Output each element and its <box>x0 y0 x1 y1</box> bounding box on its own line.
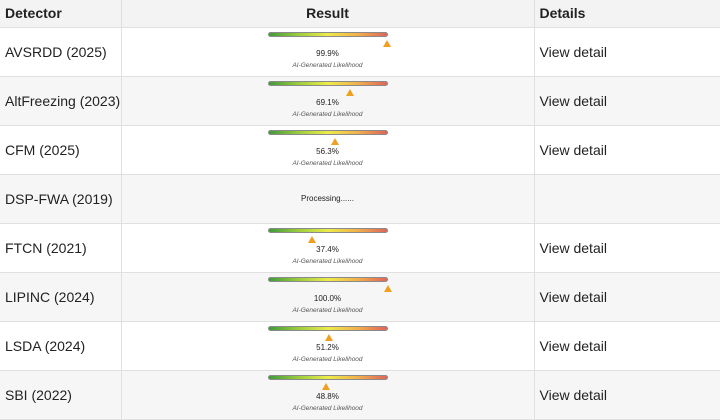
likelihood-percent: 99.9% <box>316 48 339 58</box>
table-row: LIPINC (2024) 100.0% AI-Generated Likeliho… <box>0 272 720 322</box>
view-detail-link[interactable]: View detail <box>539 92 607 109</box>
likelihood-caption: AI-Generated Likelihood <box>292 159 363 167</box>
likelihood-gradient-bar <box>267 374 388 380</box>
details-cell: View detail <box>534 76 720 126</box>
table-row: SBI (2022) 48.8% AI-Generated Likelihood Vi… <box>0 370 720 420</box>
view-detail-link[interactable]: View detail <box>539 239 607 256</box>
likelihood-caption: AI-Generated Likelihood <box>292 110 363 118</box>
likelihood-gradient-bar <box>267 227 388 233</box>
details-cell: View detail <box>534 370 720 420</box>
result-cell: 37.4% AI-Generated Likelihood <box>121 223 535 273</box>
triangle-marker-icon <box>308 235 317 243</box>
details-cell: View detail <box>534 27 720 77</box>
triangle-marker-icon <box>383 39 392 47</box>
result-cell: 51.2% AI-Generated Likelihood <box>121 321 535 371</box>
details-cell: View detail <box>534 321 720 371</box>
details-cell <box>534 174 720 224</box>
view-detail-link[interactable]: View detail <box>539 288 607 305</box>
likelihood-meter: 56.3% AI-Generated Likelihood <box>267 129 388 170</box>
view-detail-link[interactable]: View detail <box>539 337 607 354</box>
column-header-result: Result <box>121 0 535 28</box>
likelihood-meter: 48.8% AI-Generated Likelihood <box>267 374 388 415</box>
details-cell: View detail <box>534 125 720 175</box>
triangle-marker-icon <box>322 382 331 390</box>
table-row: CFM (2025) 56.3% AI-Generated Likelihood Vi… <box>0 125 720 175</box>
details-cell: View detail <box>534 223 720 273</box>
likelihood-caption: AI-Generated Likelihood <box>292 306 363 314</box>
column-header-details: Details <box>534 0 720 28</box>
likelihood-meter: 99.9% AI-Generated Likelihood <box>267 31 392 72</box>
result-cell: 69.1% AI-Generated Likelihood <box>121 76 535 126</box>
detector-name: AVSRDD (2025) <box>0 27 122 77</box>
view-detail-link[interactable]: View detail <box>539 141 607 158</box>
view-detail-link[interactable]: View detail <box>539 386 607 403</box>
processing-status: Processing...... <box>301 194 354 203</box>
triangle-marker-icon <box>383 284 392 292</box>
likelihood-percent: 48.8% <box>316 391 339 401</box>
table-row: LSDA (2024) 51.2% AI-Generated Likelihood V… <box>0 321 720 371</box>
detector-name: LIPINC (2024) <box>0 272 122 322</box>
likelihood-percent: 100.0% <box>313 293 342 303</box>
likelihood-caption: AI-Generated Likelihood <box>292 61 363 69</box>
table-row: FTCN (2021) 37.4% AI-Generated Likelihood V… <box>0 223 720 273</box>
column-header-detector: Detector <box>0 0 122 28</box>
likelihood-meter: 37.4% AI-Generated Likelihood <box>267 227 388 268</box>
likelihood-gradient-bar <box>267 325 388 331</box>
table-header-row: Detector Result Details <box>0 0 720 28</box>
likelihood-gradient-bar <box>267 129 388 135</box>
result-cell: Processing...... <box>121 174 535 224</box>
triangle-marker-icon <box>331 137 340 145</box>
likelihood-percent: 51.2% <box>316 342 339 352</box>
likelihood-gradient-bar <box>267 31 388 37</box>
detector-name: DSP-FWA (2019) <box>0 174 122 224</box>
likelihood-gradient-bar <box>267 276 388 282</box>
result-cell: 99.9% AI-Generated Likelihood <box>121 27 535 77</box>
likelihood-percent: 56.3% <box>316 146 339 156</box>
likelihood-meter: 100.0% AI-Generated Likelihood <box>267 276 392 317</box>
view-detail-link[interactable]: View detail <box>539 43 607 60</box>
table-row: AltFreezing (2023) 69.1% AI-Generated Like… <box>0 76 720 126</box>
triangle-marker-icon <box>346 88 355 96</box>
likelihood-caption: AI-Generated Likelihood <box>292 257 363 265</box>
likelihood-percent: 37.4% <box>316 244 339 254</box>
table-row: DSP-FWA (2019) Processing...... <box>0 174 720 224</box>
result-cell: 56.3% AI-Generated Likelihood <box>121 125 535 175</box>
detector-name: FTCN (2021) <box>0 223 122 273</box>
result-cell: 48.8% AI-Generated Likelihood <box>121 370 535 420</box>
likelihood-gradient-bar <box>267 80 388 86</box>
table-row: AVSRDD (2025) 99.9% AI-Generated Likelihoo… <box>0 27 720 77</box>
likelihood-caption: AI-Generated Likelihood <box>292 355 363 363</box>
likelihood-meter: 69.1% AI-Generated Likelihood <box>267 80 388 121</box>
detector-name: AltFreezing (2023) <box>0 76 122 126</box>
likelihood-percent: 69.1% <box>316 97 339 107</box>
detector-name: CFM (2025) <box>0 125 122 175</box>
result-cell: 100.0% AI-Generated Likelihood <box>121 272 535 322</box>
detector-name: SBI (2022) <box>0 370 122 420</box>
likelihood-meter: 51.2% AI-Generated Likelihood <box>267 325 388 366</box>
details-cell: View detail <box>534 272 720 322</box>
triangle-marker-icon <box>324 333 333 341</box>
detector-name: LSDA (2024) <box>0 321 122 371</box>
